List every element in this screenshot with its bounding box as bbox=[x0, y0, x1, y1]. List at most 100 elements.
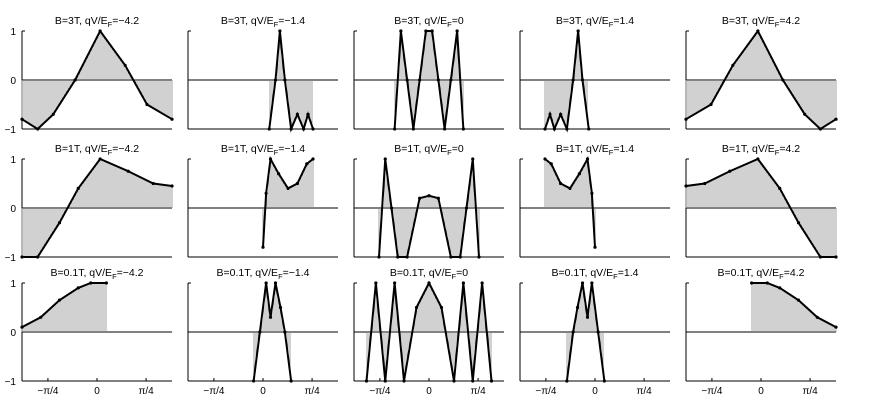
data-point bbox=[286, 186, 290, 190]
x-tick-label: 0 bbox=[260, 386, 266, 397]
data-point bbox=[302, 127, 306, 131]
chart-title: B=3T, qV/EF=−4.2 bbox=[55, 15, 139, 29]
data-point bbox=[580, 78, 585, 82]
data-point bbox=[377, 255, 381, 259]
data-point bbox=[145, 102, 149, 107]
x-tick-label: 0 bbox=[758, 386, 764, 397]
data-point bbox=[51, 112, 55, 116]
data-point bbox=[36, 255, 40, 259]
data-point bbox=[703, 181, 707, 186]
data-point bbox=[571, 78, 575, 82]
data-point bbox=[89, 281, 93, 285]
x-tick-label: −π/4 bbox=[535, 386, 557, 397]
data-point bbox=[590, 191, 594, 195]
chart-title: B=1T, qV/EF=−4.2 bbox=[55, 143, 139, 157]
data-point bbox=[393, 127, 397, 131]
data-point bbox=[427, 281, 431, 285]
chart-title: B=3T, qV/EF=0 bbox=[394, 15, 464, 29]
chart-panel: B=3T, qV/EF=−1.4 bbox=[187, 15, 338, 133]
data-point bbox=[461, 127, 465, 131]
chart-panel: B=3T, qV/EF=1.4 bbox=[519, 15, 670, 133]
data-point bbox=[383, 379, 387, 383]
data-point bbox=[295, 181, 299, 186]
data-point bbox=[277, 172, 281, 176]
data-point bbox=[596, 330, 600, 334]
data-point bbox=[389, 206, 394, 210]
data-point bbox=[803, 112, 807, 116]
data-point bbox=[750, 281, 754, 285]
y-tick-label: 0 bbox=[10, 76, 16, 87]
data-point bbox=[436, 196, 440, 200]
data-point bbox=[587, 127, 591, 131]
series-line bbox=[544, 155, 596, 248]
data-point bbox=[151, 181, 155, 186]
y-tick-label: 1 bbox=[10, 279, 16, 290]
data-point bbox=[565, 127, 569, 131]
chart-title: B=0.1T, qV/EF=0 bbox=[390, 267, 468, 281]
data-point bbox=[170, 184, 174, 188]
data-point bbox=[402, 379, 406, 383]
data-point bbox=[464, 206, 469, 210]
data-point bbox=[393, 281, 397, 285]
data-point bbox=[452, 379, 456, 383]
data-point bbox=[552, 127, 556, 131]
data-point bbox=[580, 281, 585, 285]
data-point bbox=[98, 157, 102, 161]
x-tick-label: π/4 bbox=[470, 386, 486, 397]
data-point bbox=[571, 330, 575, 334]
series-line bbox=[393, 30, 465, 130]
data-point bbox=[252, 379, 256, 383]
data-point bbox=[576, 29, 580, 33]
data-point bbox=[778, 286, 782, 290]
data-point bbox=[430, 29, 434, 33]
data-point bbox=[543, 127, 547, 131]
data-point bbox=[559, 112, 563, 116]
y-tick-label: −1 bbox=[5, 125, 17, 136]
data-point bbox=[684, 184, 688, 188]
data-point bbox=[399, 29, 403, 33]
data-point bbox=[471, 379, 475, 383]
chart-panel: B=3T, qV/EF=4.2 bbox=[684, 15, 838, 131]
data-point bbox=[602, 379, 606, 383]
data-point bbox=[815, 315, 819, 319]
data-point bbox=[548, 112, 552, 116]
data-point bbox=[268, 157, 273, 161]
data-point bbox=[443, 127, 447, 131]
data-point bbox=[477, 255, 481, 259]
chart-panel: B=3T, qV/EF=0 bbox=[353, 15, 504, 131]
data-point bbox=[273, 281, 278, 285]
chart-panel: B=0.1T, qV/EF=−1.4 −π/4 0 π/4 bbox=[187, 267, 338, 397]
x-tick-label: π/4 bbox=[138, 386, 154, 397]
chart-panel: B=0.1T, qV/EF=0 −π/4 0 π/4 bbox=[353, 267, 504, 397]
data-point bbox=[295, 112, 299, 116]
y-tick-label: 0 bbox=[10, 204, 16, 215]
chart-title: B=1T, qV/EF=0 bbox=[394, 143, 464, 157]
data-point bbox=[396, 255, 400, 259]
data-point bbox=[796, 221, 801, 225]
chart-title: B=1T, qV/EF=4.2 bbox=[722, 143, 800, 157]
chart-title: B=0.1T, qV/EF=−4.2 bbox=[50, 267, 143, 281]
series-line bbox=[21, 282, 107, 328]
data-point bbox=[374, 281, 378, 285]
chart-panel: B=0.1T, qV/EF=1.4 −π/4 0 π/4 bbox=[519, 267, 670, 397]
data-point bbox=[264, 281, 268, 285]
data-point bbox=[471, 157, 475, 161]
x-tick-label: −π/4 bbox=[37, 386, 59, 397]
chart-panel: B=1T, qV/EF=4.2 bbox=[684, 143, 838, 259]
data-point bbox=[311, 127, 315, 131]
chart-panel: B=1T, qV/EF=−4.2 1 0 −1 bbox=[5, 143, 174, 264]
y-tick-label: 0 bbox=[10, 328, 16, 339]
data-point bbox=[728, 169, 732, 173]
data-point bbox=[258, 330, 262, 334]
data-point bbox=[267, 127, 271, 131]
data-point bbox=[311, 157, 315, 161]
data-point bbox=[39, 315, 43, 319]
data-point bbox=[278, 29, 282, 33]
data-point bbox=[126, 169, 130, 173]
data-point bbox=[104, 281, 108, 285]
data-point bbox=[289, 127, 293, 131]
data-point bbox=[834, 255, 838, 259]
data-point bbox=[36, 127, 40, 131]
y-tick-label: 1 bbox=[10, 27, 16, 38]
series-line bbox=[21, 29, 173, 131]
